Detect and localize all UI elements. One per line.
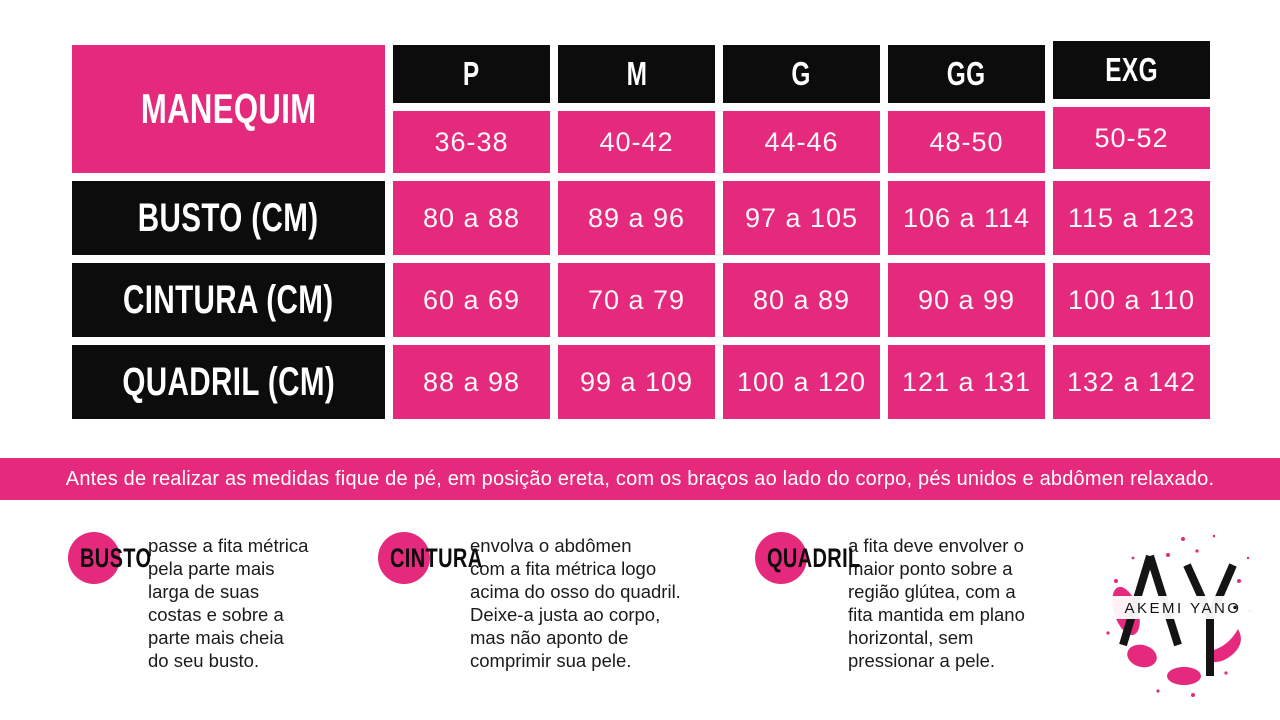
cell-quadril-gg: 121 a 131 — [888, 345, 1045, 419]
o-dot-icon — [1233, 605, 1237, 610]
cell-cintura-p: 60 a 69 — [393, 263, 550, 337]
note-cintura-text: envolva o abdômen com a fita métrica log… — [470, 535, 681, 671]
size-range-p: 36-38 — [393, 111, 550, 173]
cell-quadril-exg: 132 a 142 — [1053, 345, 1210, 419]
cell-cintura-g: 80 a 89 — [723, 263, 880, 337]
note-cintura: CINTURA envolva o abdômen com a fita mét… — [378, 527, 681, 673]
note-cintura-head: CINTURA — [378, 527, 482, 597]
note-cintura-label: CINTURA — [390, 543, 483, 573]
instruction-banner-text: Antes de realizar as medidas fique de pé… — [65, 467, 1215, 490]
corner-cell-manequim: MANEQUIM — [72, 45, 385, 173]
brand-wordmark: AKEMI YANO — [1125, 600, 1242, 617]
note-quadril-text: a fita deve envolver o maior ponto sobre… — [848, 535, 1025, 671]
cell-quadril-g: 100 a 120 — [723, 345, 880, 419]
size-chart-table: MANEQUIM P M G GG EXG 36-38 40-42 44-46 … — [72, 41, 1210, 419]
row-label-cintura: CINTURA (CM) — [72, 263, 385, 337]
size-header-p: P — [393, 45, 550, 103]
cell-quadril-m: 99 a 109 — [558, 345, 715, 419]
note-quadril-head: QUADRIL — [755, 527, 860, 597]
size-range-m: 40-42 — [558, 111, 715, 173]
size-header-g: G — [723, 45, 880, 103]
cell-busto-m: 89 a 96 — [558, 181, 715, 255]
instruction-banner: Antes de realizar as medidas fique de pé… — [0, 458, 1280, 500]
size-range-g: 44-46 — [723, 111, 880, 173]
note-quadril: QUADRIL a fita deve envolver o maior pon… — [755, 527, 1025, 673]
cell-busto-gg: 106 a 114 — [888, 181, 1045, 255]
pink-circle-icon — [68, 532, 120, 584]
cell-cintura-gg: 90 a 99 — [888, 263, 1045, 337]
cell-cintura-exg: 100 a 110 — [1053, 263, 1210, 337]
size-range-gg: 48-50 — [888, 111, 1045, 173]
manequim-label: MANEQUIM — [140, 85, 317, 132]
row-label-quadril: QUADRIL (CM) — [72, 345, 385, 419]
pink-circle-icon — [378, 532, 430, 584]
note-busto-label: BUSTO — [80, 543, 152, 573]
akemi-yano-logo: AKEMI YANO — [1106, 534, 1260, 697]
cell-cintura-m: 70 a 79 — [558, 263, 715, 337]
size-range-exg: 50-52 — [1053, 107, 1210, 169]
row-label-busto: BUSTO (CM) — [72, 181, 385, 255]
size-header-m: M — [558, 45, 715, 103]
note-busto: BUSTO passe a fita métrica pela parte ma… — [68, 527, 308, 673]
cell-busto-g: 97 a 105 — [723, 181, 880, 255]
pink-circle-icon — [755, 532, 807, 584]
size-header-exg: EXG — [1053, 41, 1210, 99]
note-busto-head: BUSTO — [68, 527, 152, 597]
note-quadril-label: QUADRIL — [767, 543, 861, 573]
cell-quadril-p: 88 a 98 — [393, 345, 550, 419]
cell-busto-exg: 115 a 123 — [1053, 181, 1210, 255]
cell-busto-p: 80 a 88 — [393, 181, 550, 255]
wordmark-band — [1106, 596, 1260, 619]
size-header-gg: GG — [888, 45, 1045, 103]
note-busto-text: passe a fita métrica pela parte mais lar… — [148, 535, 309, 671]
letter-y-icon — [1183, 563, 1237, 676]
